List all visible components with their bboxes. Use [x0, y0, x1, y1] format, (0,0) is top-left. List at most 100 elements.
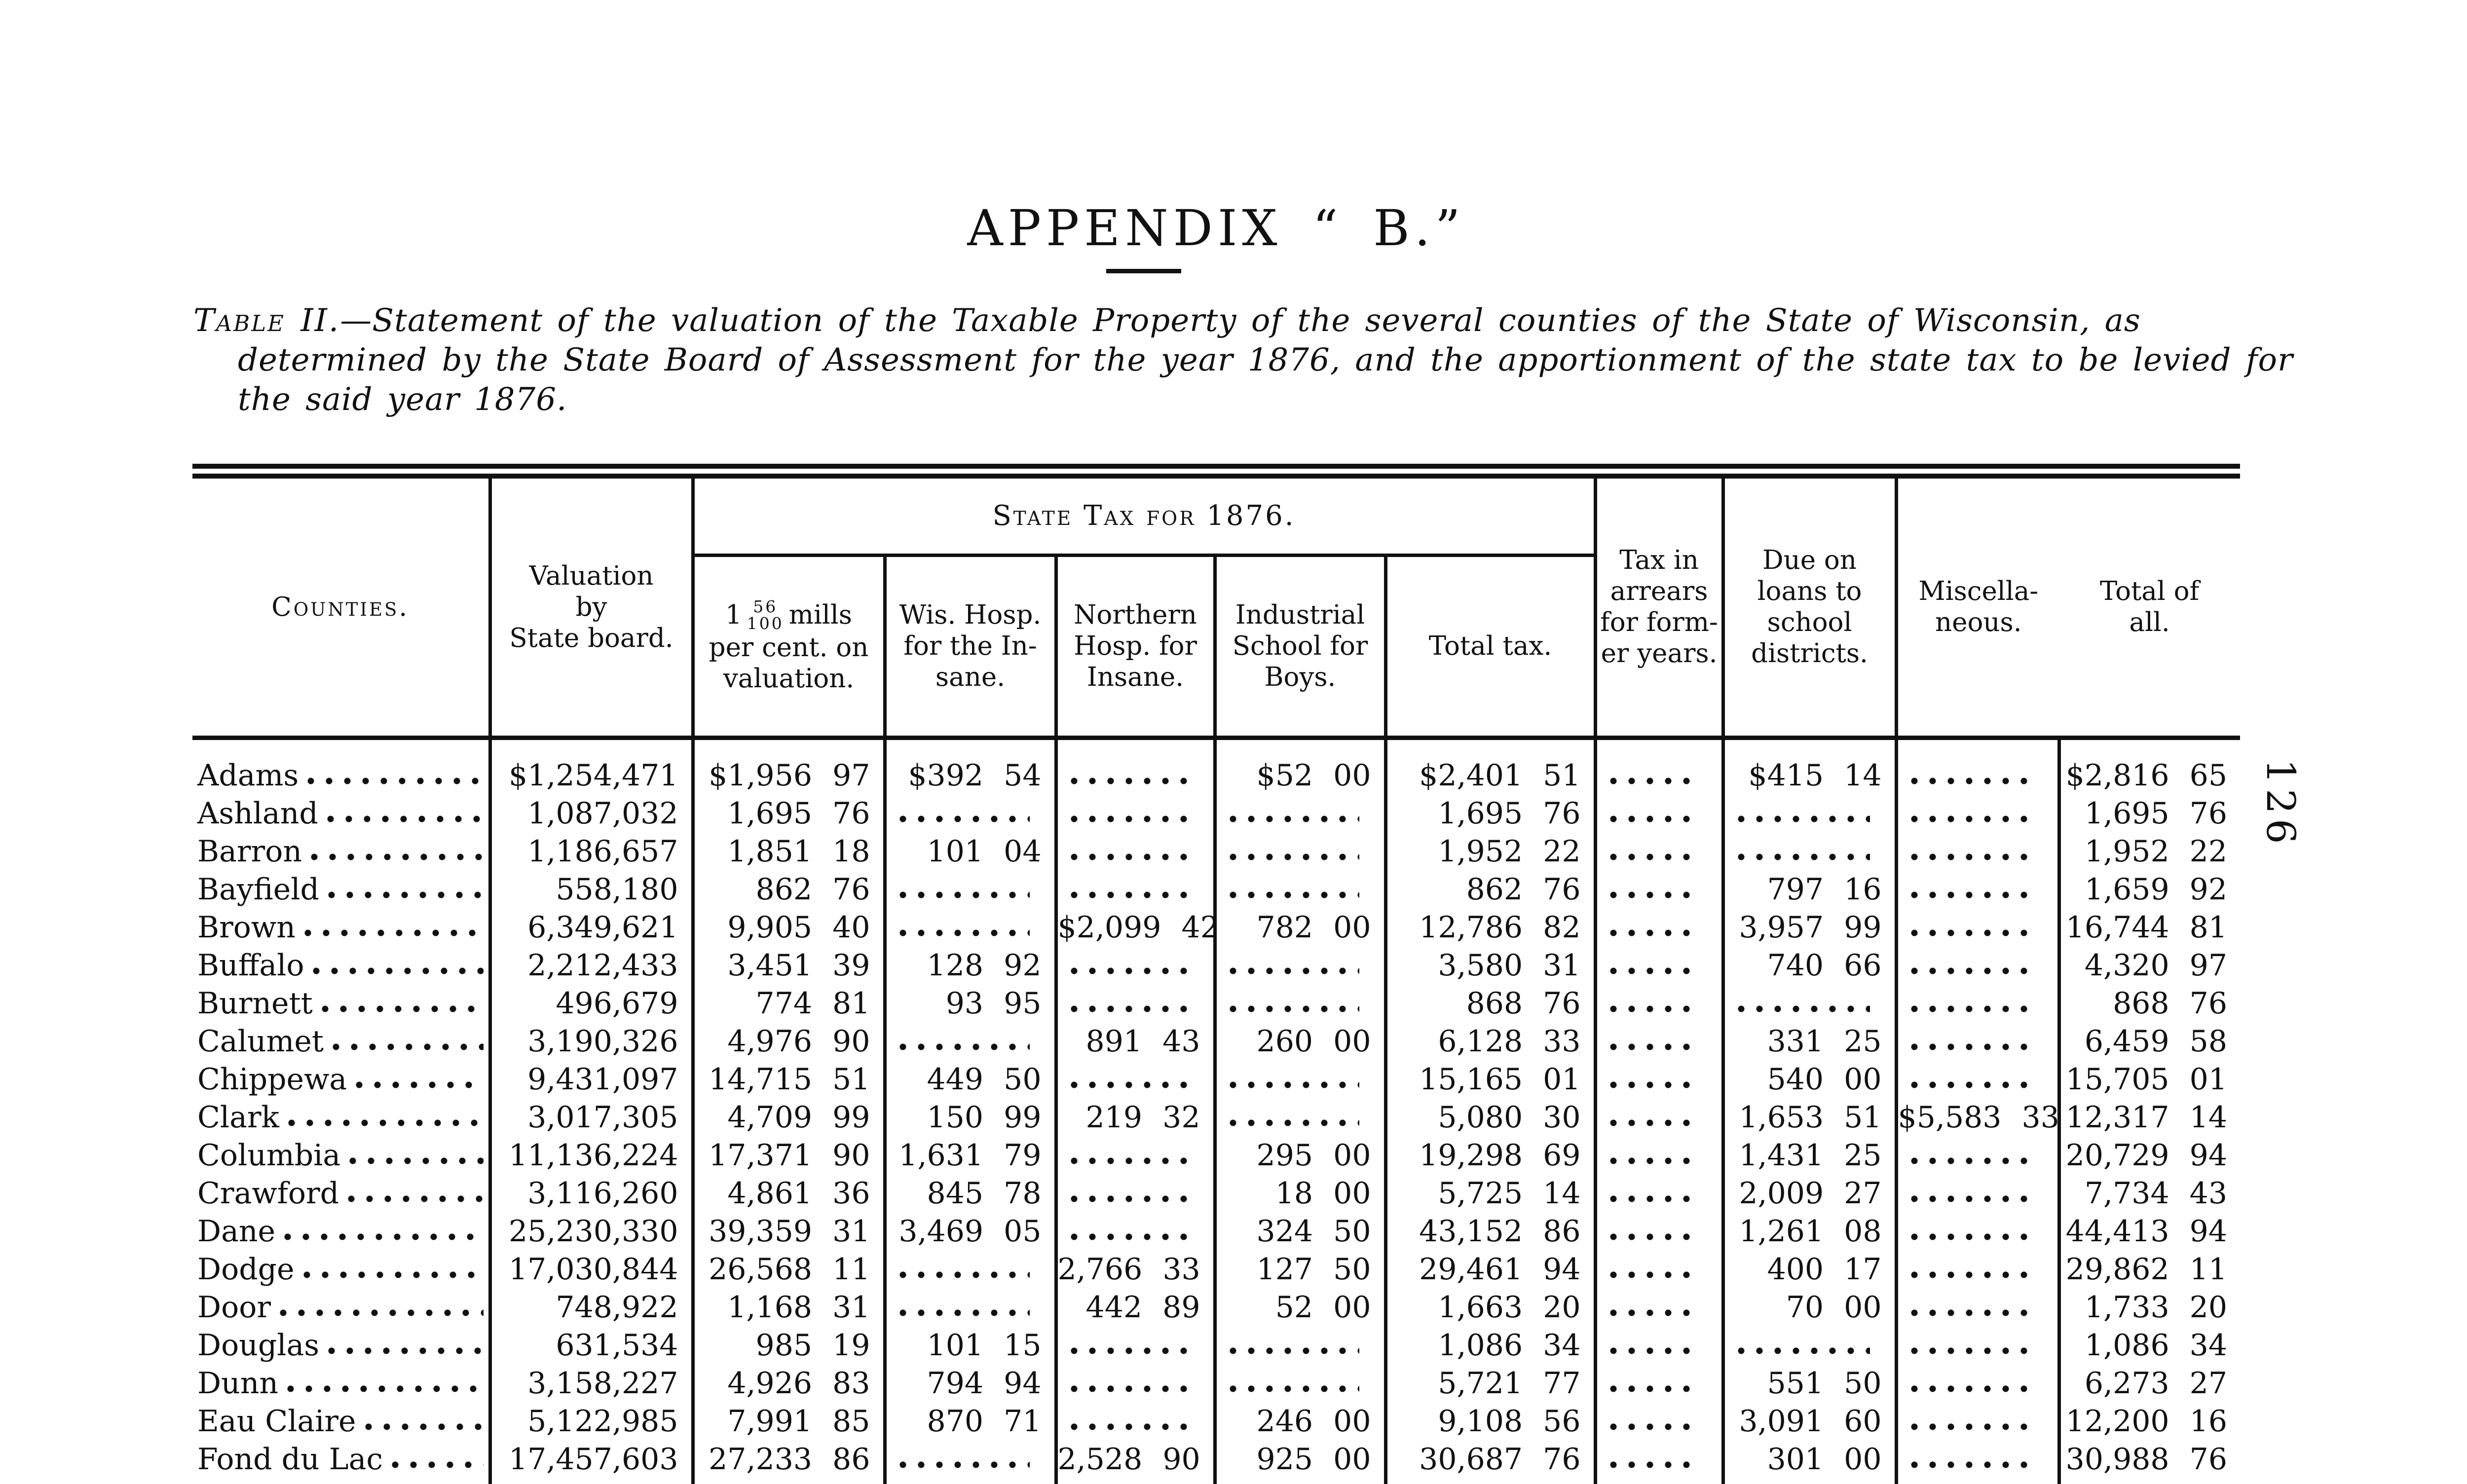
cell-due: 1,431 25 — [1721, 1136, 1897, 1174]
cell-misc — [1894, 908, 2059, 946]
cell-county: Calumet — [192, 1022, 490, 1060]
cell-northern: 219 32 — [1054, 1098, 1215, 1136]
amount: 7,734 43 — [2084, 1176, 2228, 1211]
empty-dots — [1069, 1422, 1189, 1431]
empty-dots — [1228, 1080, 1359, 1089]
dotted-leader — [327, 890, 484, 899]
amount: 2,009 27 — [1739, 1176, 1882, 1211]
county-name: Buffalo — [197, 948, 304, 983]
table-row-spacer — [192, 1478, 2241, 1484]
amount: 845 78 — [927, 1176, 1042, 1211]
empty-dots — [1608, 890, 1697, 899]
county-name: Columbia — [197, 1138, 341, 1173]
cell-total_tax: 5,721 77 — [1383, 1364, 1596, 1402]
county-name: Chippewa — [197, 1062, 347, 1097]
amount: 30,988 76 — [2065, 1442, 2228, 1477]
amount: $392 54 — [908, 758, 1042, 793]
spacer-cell — [488, 1478, 693, 1484]
col-header-miscellaneous: Miscella- neous. — [1894, 471, 2059, 738]
amount: 3,190,326 — [527, 1024, 678, 1059]
cell-misc — [1894, 1022, 2059, 1060]
amount: 868 76 — [1466, 986, 1581, 1021]
cell-valuation: 17,457,603 — [488, 1440, 693, 1478]
amount: 43,152 86 — [1419, 1214, 1581, 1249]
cell-county: Eau Claire — [192, 1402, 490, 1440]
title-divider — [1106, 269, 1181, 273]
empty-dots — [898, 1042, 1030, 1051]
cell-misc — [1894, 1326, 2059, 1364]
empty-dots — [1909, 1042, 2033, 1051]
empty-dots — [1608, 1156, 1697, 1165]
amount: $2,816 65 — [2065, 758, 2228, 793]
cell-total_tax: 1,695 76 — [1383, 794, 1596, 832]
empty-dots — [1909, 814, 2033, 823]
cell-county: Bayfield — [192, 870, 490, 908]
amount: 17,030,844 — [508, 1252, 678, 1287]
cell-arrears — [1593, 946, 1723, 984]
amount: 324 50 — [1256, 1214, 1371, 1249]
table-row: Burnett 496,679 774 81 93 95 868 76 868 76 — [192, 984, 2241, 1022]
col-header-northern-hospital: Northern Hosp. for Insane. — [1054, 555, 1215, 738]
cell-due: 540 00 — [1721, 1060, 1897, 1098]
empty-dots — [1069, 1384, 1189, 1393]
cell-misc — [1894, 794, 2059, 832]
dotted-leader — [348, 1156, 484, 1165]
amount: 3,957 99 — [1739, 910, 1882, 945]
cell-arrears — [1593, 1136, 1723, 1174]
amount: 862 76 — [1466, 872, 1581, 907]
spacer-cell — [883, 1478, 1056, 1484]
cell-total_tax: 862 76 — [1383, 870, 1596, 908]
amount: 5,080 30 — [1438, 1100, 1581, 1135]
cell-total_tax: 3,580 31 — [1383, 946, 1596, 984]
amount: 3,580 31 — [1438, 948, 1581, 983]
cell-misc — [1894, 946, 2059, 984]
county-name: Door — [197, 1290, 271, 1325]
amount: 93 95 — [945, 986, 1042, 1021]
cell-arrears — [1593, 870, 1723, 908]
cell-valuation: 3,017,305 — [488, 1098, 693, 1136]
cell-total_tax: 30,687 76 — [1383, 1440, 1596, 1478]
amount: 985 19 — [755, 1328, 870, 1363]
amount: 12,317 14 — [2065, 1100, 2228, 1135]
col-header-industrial-school: Industrial School for Boys. — [1213, 555, 1385, 738]
cell-total: 1,659 92 — [2057, 870, 2241, 908]
county-name: Clark — [197, 1100, 279, 1135]
cell-misc — [1894, 1174, 2059, 1212]
amount: 6,459 58 — [2084, 1024, 2228, 1059]
amount: 260 00 — [1256, 1024, 1371, 1059]
amount: 26,568 11 — [709, 1252, 870, 1287]
cell-wis: 1,631 79 — [883, 1136, 1056, 1174]
empty-dots — [898, 1460, 1030, 1469]
county-name: Ashland — [197, 796, 318, 831]
empty-dots — [1608, 1042, 1697, 1051]
empty-dots — [898, 928, 1030, 937]
caption-dash: — — [340, 302, 373, 339]
amount: 3,451 39 — [727, 948, 870, 983]
cell-arrears — [1593, 1212, 1723, 1250]
county-row: Brown — [197, 912, 488, 943]
mills-numerator: 56 — [753, 596, 778, 616]
amount: 868 76 — [2113, 986, 2228, 1021]
amount: 1,261 08 — [1739, 1214, 1882, 1249]
col-header-valuation: Valuation by State board. — [488, 471, 693, 738]
cell-northern — [1054, 1212, 1215, 1250]
table-row: Adams $1,254,471 $1,956 97 $392 54 $52 00 $2,… — [192, 738, 2241, 794]
table-row: Fond du Lac 17,457,603 27,233 86 2,528 90 92… — [192, 1440, 2241, 1478]
amount: $2,401 51 — [1419, 758, 1581, 793]
amount: 331 25 — [1767, 1024, 1882, 1059]
amount: 246 00 — [1256, 1404, 1371, 1439]
amount: 9,431,097 — [527, 1062, 678, 1097]
cell-mills: 7,991 85 — [691, 1402, 885, 1440]
cell-total_tax: 12,786 82 — [1383, 908, 1596, 946]
amount: 7,991 85 — [727, 1404, 870, 1439]
amount: 128 92 — [927, 948, 1042, 983]
cell-due: 400 17 — [1721, 1250, 1897, 1288]
amount: 6,128 33 — [1438, 1024, 1581, 1059]
amount: 4,976 90 — [727, 1024, 870, 1059]
cell-county: Dane — [192, 1212, 490, 1250]
dotted-leader — [332, 1042, 484, 1051]
dotted-leader — [312, 966, 484, 975]
empty-dots — [1608, 1422, 1697, 1431]
amount: 127 50 — [1256, 1252, 1371, 1287]
amount: $1,956 97 — [709, 758, 870, 793]
